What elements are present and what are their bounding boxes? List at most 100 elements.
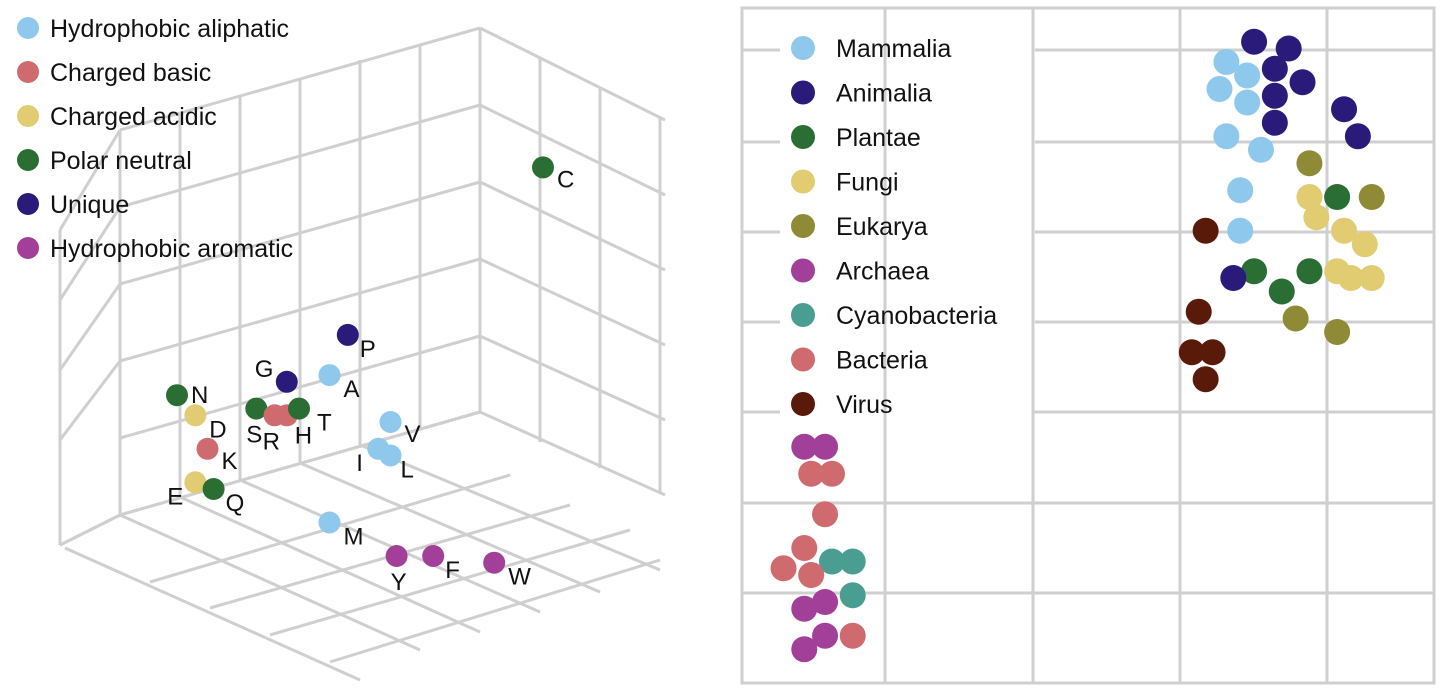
data-point [1324,184,1351,210]
point-label: E [167,483,183,510]
point-label: L [401,457,414,484]
data-point [1358,265,1385,291]
data-point [1331,217,1358,244]
data-point [791,535,818,561]
data-point [1337,265,1364,291]
legend-label: Virus [836,391,893,419]
data-point [1296,150,1323,177]
amino-acid-3d-scatter: Hydrophobic aliphatic Charged basic Charge… [17,15,666,682]
data-point [385,545,408,567]
point-label: S [246,422,262,449]
data-point [791,595,818,622]
plot-frame [740,6,1436,685]
legend-label: Mammalia [836,35,951,63]
data-point [1241,258,1268,285]
legend-label: Eukarya [836,213,928,241]
point-label: K [222,448,238,475]
data-point [318,364,341,387]
legend-right: Mammalia Animalia Plantae Fungi Eukarya Archa… [791,35,997,419]
point-label: A [344,376,360,403]
data-point [318,511,341,534]
data-point [1331,96,1358,123]
legend-marker [17,149,39,171]
point-label: Y [391,569,407,596]
data-point [770,555,797,582]
data-point [1261,55,1288,82]
point-label: I [356,450,363,477]
data-point [1296,258,1323,285]
data-point [1220,265,1247,291]
data-point [1303,204,1330,231]
data-point [791,433,818,460]
data-point [202,478,225,500]
data-point [288,397,310,420]
data-point [1351,231,1378,258]
legend-label: Hydrophobic aliphatic [50,15,289,43]
3d-grid [58,26,666,682]
data-point [1241,28,1268,55]
data-point [1248,136,1274,163]
legend-label: Archaea [836,258,929,286]
legend-marker [17,237,39,259]
data-point [1185,298,1212,325]
point-label: Q [226,490,245,517]
data-point [336,323,359,346]
data-point [1324,319,1351,345]
point-label: G [255,356,274,383]
data-point [1344,123,1371,150]
data-point [1192,217,1219,244]
point-label: F [445,557,460,584]
points-left: C P G A ND S R H T V I L K E Q MY F W [166,156,574,596]
data-point [532,156,554,179]
data-point [1227,177,1254,204]
data-point [245,397,268,420]
legend-label: Cyanobacteria [836,302,997,330]
data-point [791,636,818,663]
legend-label: Charged acidic [50,103,217,131]
data-point [1358,184,1385,210]
data-point [379,444,402,467]
data-point [379,411,402,433]
data-point [1289,69,1316,96]
legend-marker [17,193,39,215]
legend-left: Hydrophobic aliphatic Charged basic Charge… [17,15,293,263]
legend-marker [791,347,815,372]
data-point [812,501,839,528]
data-point [1227,217,1254,244]
legend-label: Plantae [836,124,921,152]
point-label: P [360,336,376,363]
point-label: N [191,382,208,409]
legend-marker [791,80,815,105]
legend-marker [791,303,815,327]
legend-marker [791,36,815,60]
legend-label: Charged basic [50,59,211,87]
data-point [1206,76,1233,102]
legend-marker [791,258,815,283]
data-point [1234,62,1261,89]
legend-marker [17,61,39,83]
data-point [1213,123,1240,150]
data-point [1234,89,1261,116]
legend-label: Unique [50,191,129,219]
data-point [812,622,839,649]
data-point [1261,109,1288,136]
legend-label: Polar neutral [50,147,192,175]
legend-marker [791,125,815,149]
point-label: T [317,410,332,437]
point-label: M [344,524,364,551]
data-point [1261,82,1288,109]
legend-marker [17,105,39,127]
plot-grid [742,8,1434,683]
data-point [1178,339,1205,366]
data-point [196,437,219,460]
data-point [812,589,839,615]
data-point [839,548,866,575]
legend-marker [791,214,815,238]
point-label: V [405,421,421,448]
data-point [483,551,506,574]
data-point [422,545,445,567]
data-point [1213,49,1240,75]
data-point [184,404,207,427]
point-label: H [295,422,312,449]
